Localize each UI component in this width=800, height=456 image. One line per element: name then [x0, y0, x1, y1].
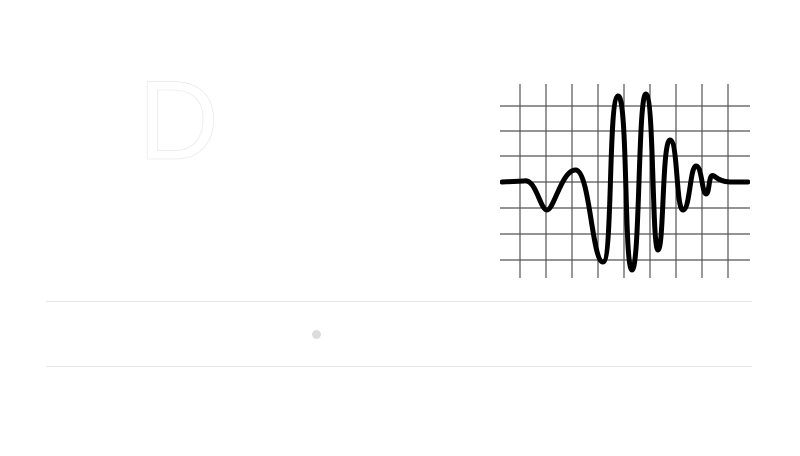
- divider: [46, 366, 752, 367]
- waveform-line: [500, 91, 750, 273]
- logo-letter: D: [138, 58, 219, 184]
- waveform-icon: [500, 84, 750, 278]
- divider: [46, 301, 752, 302]
- loading-indicator-dot: [312, 330, 321, 339]
